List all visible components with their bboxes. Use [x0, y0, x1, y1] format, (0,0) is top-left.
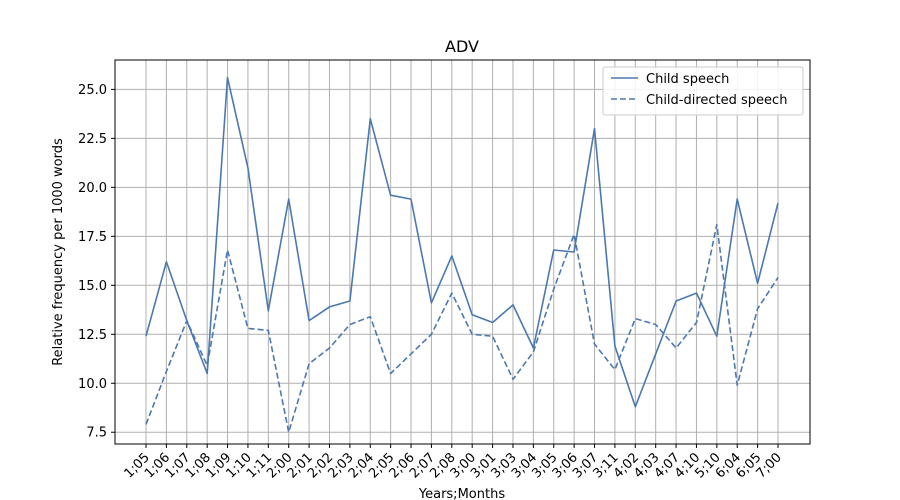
- data-point: [368, 315, 372, 319]
- data-point: [450, 291, 454, 295]
- data-point: [470, 313, 474, 317]
- plot-frame: [114, 59, 811, 445]
- y-tick-label: 20.0: [78, 181, 107, 196]
- data-point: [348, 323, 352, 327]
- y-tick-label: 7.5: [86, 426, 107, 441]
- data-point: [613, 344, 617, 348]
- data-point: [430, 301, 434, 305]
- grid: [115, 60, 810, 444]
- data-point: [491, 334, 495, 338]
- data-point: [695, 321, 699, 325]
- data-point: [654, 352, 658, 356]
- y-tick-label: 25.0: [78, 83, 107, 98]
- data-point: [287, 197, 291, 201]
- data-point: [593, 127, 597, 131]
- data-point: [756, 307, 760, 311]
- data-point: [165, 370, 169, 374]
- data-point: [715, 334, 719, 338]
- data-point: [470, 332, 474, 336]
- data-point: [552, 287, 556, 291]
- y-tick-label: 22.5: [78, 132, 107, 147]
- data-point: [307, 319, 311, 323]
- legend-label-child-speech: Child speech: [646, 72, 729, 87]
- data-point: [735, 383, 739, 387]
- data-point: [511, 303, 515, 307]
- data-point: [654, 323, 658, 327]
- data-point: [450, 254, 454, 258]
- data-point: [226, 248, 230, 252]
- data-point: [409, 352, 413, 356]
- data-point: [674, 346, 678, 350]
- data-point: [205, 364, 209, 368]
- y-tick-label: 15.0: [78, 279, 107, 294]
- data-point: [144, 334, 148, 338]
- data-point: [552, 248, 556, 252]
- series-line-child-directed-speech: [145, 223, 779, 434]
- data-point: [348, 299, 352, 303]
- chart-title: ADV: [445, 37, 479, 56]
- data-point: [633, 317, 637, 321]
- data-point: [267, 329, 271, 333]
- y-tick-label: 12.5: [78, 328, 107, 343]
- data-point: [226, 76, 230, 80]
- data-point: [756, 282, 760, 286]
- data-point: [572, 250, 576, 254]
- data-point: [389, 372, 393, 376]
- data-point: [633, 405, 637, 409]
- data-point: [409, 197, 413, 201]
- data-point: [674, 299, 678, 303]
- data-point: [246, 166, 250, 170]
- data-point: [613, 368, 617, 372]
- data-point: [328, 346, 332, 350]
- y-tick-label: 10.0: [78, 377, 107, 392]
- data-point: [776, 201, 780, 205]
- data-point: [246, 327, 250, 331]
- legend-box: [602, 66, 804, 116]
- data-point: [165, 260, 169, 264]
- data-point: [715, 223, 719, 227]
- data-point: [572, 233, 576, 237]
- data-point: [430, 332, 434, 336]
- data-point: [267, 309, 271, 313]
- y-axis: 7.5 10.0 12.5 15.0 17.5 20.0 22.5 25.0: [78, 83, 115, 441]
- data-point: [307, 362, 311, 366]
- data-point: [695, 291, 699, 295]
- series-lines: [144, 76, 780, 434]
- data-point: [144, 423, 148, 427]
- data-point: [287, 430, 291, 434]
- y-axis-label: Relative frequency per 1000 words: [51, 138, 66, 366]
- x-axis: 1;051;061;071;081;091;101;112;002;012;02…: [122, 444, 785, 481]
- data-point: [185, 319, 189, 323]
- data-point: [511, 378, 515, 382]
- legend: Child speech Child-directed speech: [602, 66, 804, 116]
- data-point: [389, 193, 393, 197]
- data-point: [491, 321, 495, 325]
- data-point: [593, 342, 597, 346]
- x-axis-label: Years;Months: [418, 487, 505, 500]
- data-point: [328, 305, 332, 309]
- y-tick-label: 17.5: [78, 230, 107, 245]
- legend-label-child-directed-speech: Child-directed speech: [646, 93, 787, 108]
- data-point: [776, 276, 780, 280]
- data-point: [532, 350, 536, 354]
- data-point: [735, 197, 739, 201]
- data-point: [205, 372, 209, 376]
- series-line-child-speech: [145, 76, 779, 408]
- data-point: [368, 117, 372, 121]
